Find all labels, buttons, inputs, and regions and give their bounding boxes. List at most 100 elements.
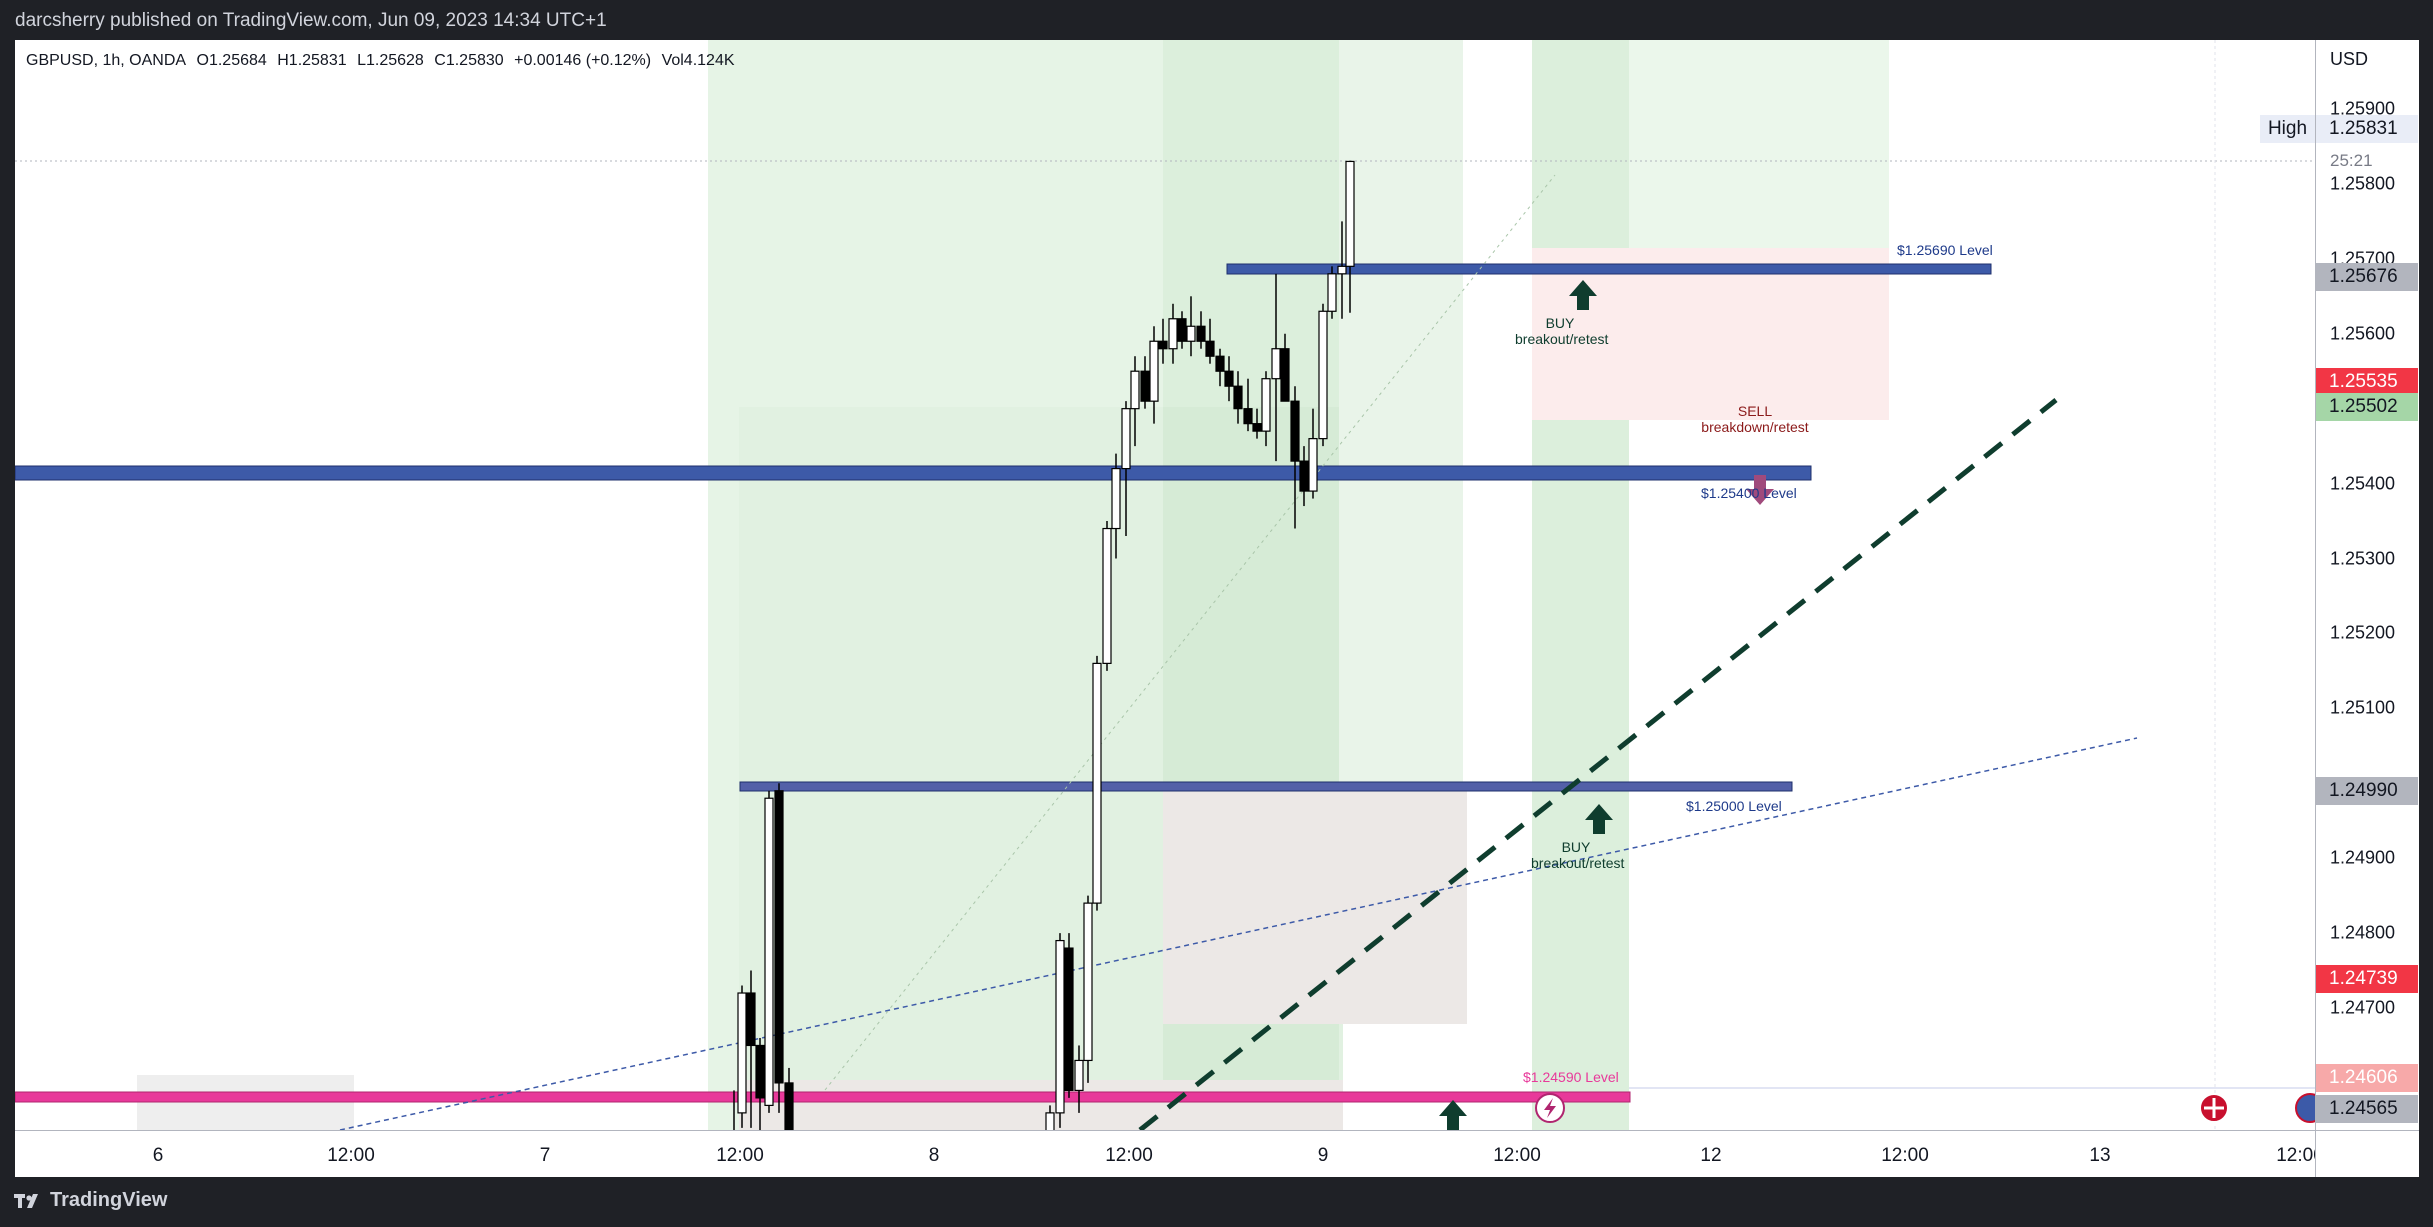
publish-info: darcsherry published on TradingView.com,…: [15, 10, 607, 31]
zone-4: [1532, 40, 1629, 1130]
legend-close: C1.25830: [434, 52, 504, 69]
time-label: 12: [1700, 1145, 1722, 1166]
price-label: 1.24990: [2316, 776, 2418, 805]
legend-low: L1.25628: [357, 52, 424, 69]
candle-body: [1271, 348, 1281, 380]
candle-body: [1083, 902, 1093, 1062]
buy-top-title: BUY: [1545, 315, 1575, 331]
footer: TradingView: [0, 1177, 2433, 1227]
price-label: 1.25676: [2316, 262, 2418, 291]
level-label-125690[interactable]: $1.25690 Level: [1897, 242, 1993, 258]
candle-body: [1055, 939, 1065, 1114]
sell-note[interactable]: SELL breakdown/retest: [1695, 403, 1815, 435]
zone-7: [1163, 782, 1467, 1024]
time-label: 12:00: [1493, 1145, 1541, 1166]
candle-body: [1261, 378, 1271, 432]
candle-body: [737, 992, 747, 1114]
candle-body: [1149, 340, 1159, 402]
candle-body: [746, 992, 756, 1047]
legend-open: O1.25684: [196, 52, 267, 69]
candle-body: [774, 790, 784, 1084]
candle-body: [1102, 527, 1112, 664]
us-flag-icon: [2295, 1093, 2315, 1123]
price-label: 1.24739: [2316, 964, 2418, 993]
price-tick: 1.25900: [2330, 98, 2396, 119]
level-label-125400[interactable]: $1.25400 Level: [1701, 485, 1797, 501]
candle-body: [1074, 1059, 1084, 1092]
level-label-124590[interactable]: $1.24590 Level: [1523, 1069, 1619, 1085]
zone-8: [1339, 40, 1463, 782]
candle-body: [1205, 340, 1215, 357]
candle-body: [755, 1044, 765, 1099]
price-label: 1.25535: [2316, 368, 2418, 397]
candle-body: [1308, 438, 1318, 492]
candle-body: [1280, 348, 1290, 402]
buy-top-note[interactable]: BUY breakout/retest: [1515, 315, 1609, 347]
level-band-124590: [15, 1091, 1631, 1103]
trend-line-faint: [824, 174, 1556, 1091]
candle-body: [784, 1082, 794, 1130]
level-band-125000: [739, 781, 1793, 792]
tradingview-brand: TradingView: [50, 1189, 168, 1211]
buy-mid-subtitle: breakout/retest: [1531, 855, 1625, 871]
zone-10: [739, 1080, 1343, 1130]
price-tick: 1.25100: [2330, 697, 2396, 718]
ohlc-legend: GBPUSD, 1h, OANDA O1.25684 H1.25831 L1.2…: [26, 52, 741, 70]
candle-body: [1186, 325, 1196, 342]
price-tick: 1.24800: [2330, 922, 2396, 943]
candle-body: [1252, 423, 1262, 432]
candle-body: [1337, 265, 1347, 275]
tradingview-logo-icon: [14, 1193, 38, 1208]
time-label: 9: [1317, 1145, 1329, 1166]
price-tick: 1.25300: [2330, 548, 2396, 568]
price-axis[interactable]: USD 1.25900 1.25800 1.25700 1.25600 1.25400 1…: [2315, 40, 2419, 1130]
time-label: 12:00: [1105, 1145, 1153, 1166]
legend-volume: Vol4.124K: [661, 52, 735, 69]
sell-arrow-icon: [1746, 475, 1774, 505]
tradingview-logo[interactable]: TradingView: [14, 1189, 167, 1212]
candle-body: [1327, 273, 1337, 312]
time-label: 13: [2089, 1145, 2111, 1166]
price-tick: 1.25600: [2330, 323, 2396, 344]
price-tick: 1.24900: [2330, 847, 2396, 868]
price-tick: 1.25800: [2330, 173, 2396, 194]
price-label: 1.24565: [2316, 1095, 2418, 1124]
candle-body: [1111, 468, 1121, 530]
time-label: 8: [928, 1145, 940, 1166]
currency-label[interactable]: USD: [2330, 49, 2369, 69]
time-label: 12:00: [716, 1145, 764, 1166]
price-label: 1.25502: [2316, 393, 2418, 422]
buy-mid-arrow-icon: [1585, 804, 1613, 834]
level-band-125400: [15, 465, 1812, 481]
lightning-icon-glyph: [1544, 1098, 1556, 1118]
candle-body: [1045, 1112, 1055, 1130]
buy-mid-note[interactable]: BUY breakout/retest: [1531, 839, 1625, 871]
chart-frame[interactable]: GBPUSD, 1h, OANDA O1.25684 H1.25831 L1.2…: [15, 40, 2419, 1178]
time-label: 12:00: [1881, 1145, 1929, 1166]
candle-body: [1290, 400, 1300, 462]
buy-mid-title: BUY: [1561, 839, 1591, 855]
candle-body: [764, 797, 774, 1106]
candle-body: [1233, 385, 1243, 410]
candle-body: [1168, 318, 1178, 350]
candle-body: [1140, 370, 1150, 402]
time-label: 7: [539, 1145, 551, 1166]
trend-line-support: [339, 737, 2138, 1130]
level-label-125000[interactable]: $1.25000 Level: [1686, 798, 1782, 814]
time-axis[interactable]: 6 12:00 7 12:00 8 12:00 9 12:00 12 12:00 13 12:00: [15, 1130, 2324, 1178]
candle-body: [1224, 370, 1234, 387]
zone-5: [1629, 40, 1889, 248]
zone-6: [1532, 248, 1889, 420]
high-price-label: 1.25831: [2316, 115, 2418, 143]
legend-symbol[interactable]: GBPUSD, 1h, OANDA: [26, 52, 187, 69]
time-label: 12:00: [327, 1145, 375, 1166]
buy-top-subtitle: breakout/retest: [1515, 331, 1609, 347]
bar-countdown: 25:21: [2330, 151, 2373, 170]
chart-canvas[interactable]: [15, 40, 2315, 1130]
axis-corner: [2315, 1130, 2419, 1178]
candle-body: [1092, 662, 1102, 904]
high-tag: High: [2260, 115, 2315, 143]
candle-body: [1158, 340, 1168, 350]
candle-body: [1215, 355, 1225, 372]
candle-body: [1064, 947, 1074, 1092]
